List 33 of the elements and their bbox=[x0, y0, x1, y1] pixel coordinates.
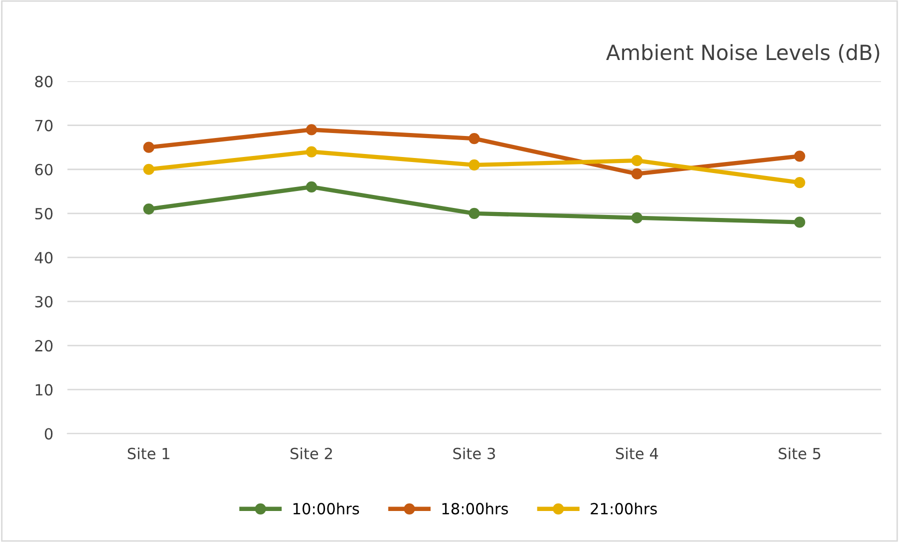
point bbox=[143, 164, 154, 175]
legend-label: 10:00hrs bbox=[293, 502, 360, 514]
point bbox=[631, 155, 642, 166]
y-tick-label: 20 bbox=[35, 340, 53, 352]
x-tick-label: Site 5 bbox=[778, 447, 820, 460]
x-tick-label: Site 1 bbox=[128, 447, 170, 460]
point bbox=[468, 208, 480, 219]
legend-label: 21:00hrs bbox=[590, 502, 657, 514]
x-tick-label: Site 2 bbox=[290, 447, 332, 460]
point bbox=[306, 146, 318, 158]
point bbox=[468, 132, 480, 144]
point bbox=[631, 168, 642, 180]
legend-label: 18:00hrs bbox=[442, 502, 508, 514]
y-tick-label: 60 bbox=[35, 164, 53, 176]
y-tick-label: 10 bbox=[36, 384, 53, 396]
y-tick-label: 40 bbox=[34, 252, 53, 264]
point bbox=[143, 203, 154, 215]
point bbox=[631, 212, 642, 224]
x-tick-label: Site 3 bbox=[453, 447, 495, 460]
point bbox=[794, 216, 806, 228]
point bbox=[794, 150, 806, 162]
point bbox=[794, 177, 806, 188]
point bbox=[468, 159, 480, 171]
y-tick-label: 70 bbox=[35, 120, 53, 132]
chart-title: Ambient Noise Levels (dB) bbox=[606, 44, 880, 63]
y-tick-label: 30 bbox=[35, 296, 53, 308]
point bbox=[306, 124, 318, 136]
point bbox=[306, 181, 318, 193]
y-tick-label: 0 bbox=[44, 428, 53, 440]
x-tick-label: Site 4 bbox=[616, 447, 658, 460]
y-tick-label: 80 bbox=[35, 76, 53, 88]
y-tick-label: 50 bbox=[35, 208, 53, 220]
point bbox=[143, 142, 154, 153]
